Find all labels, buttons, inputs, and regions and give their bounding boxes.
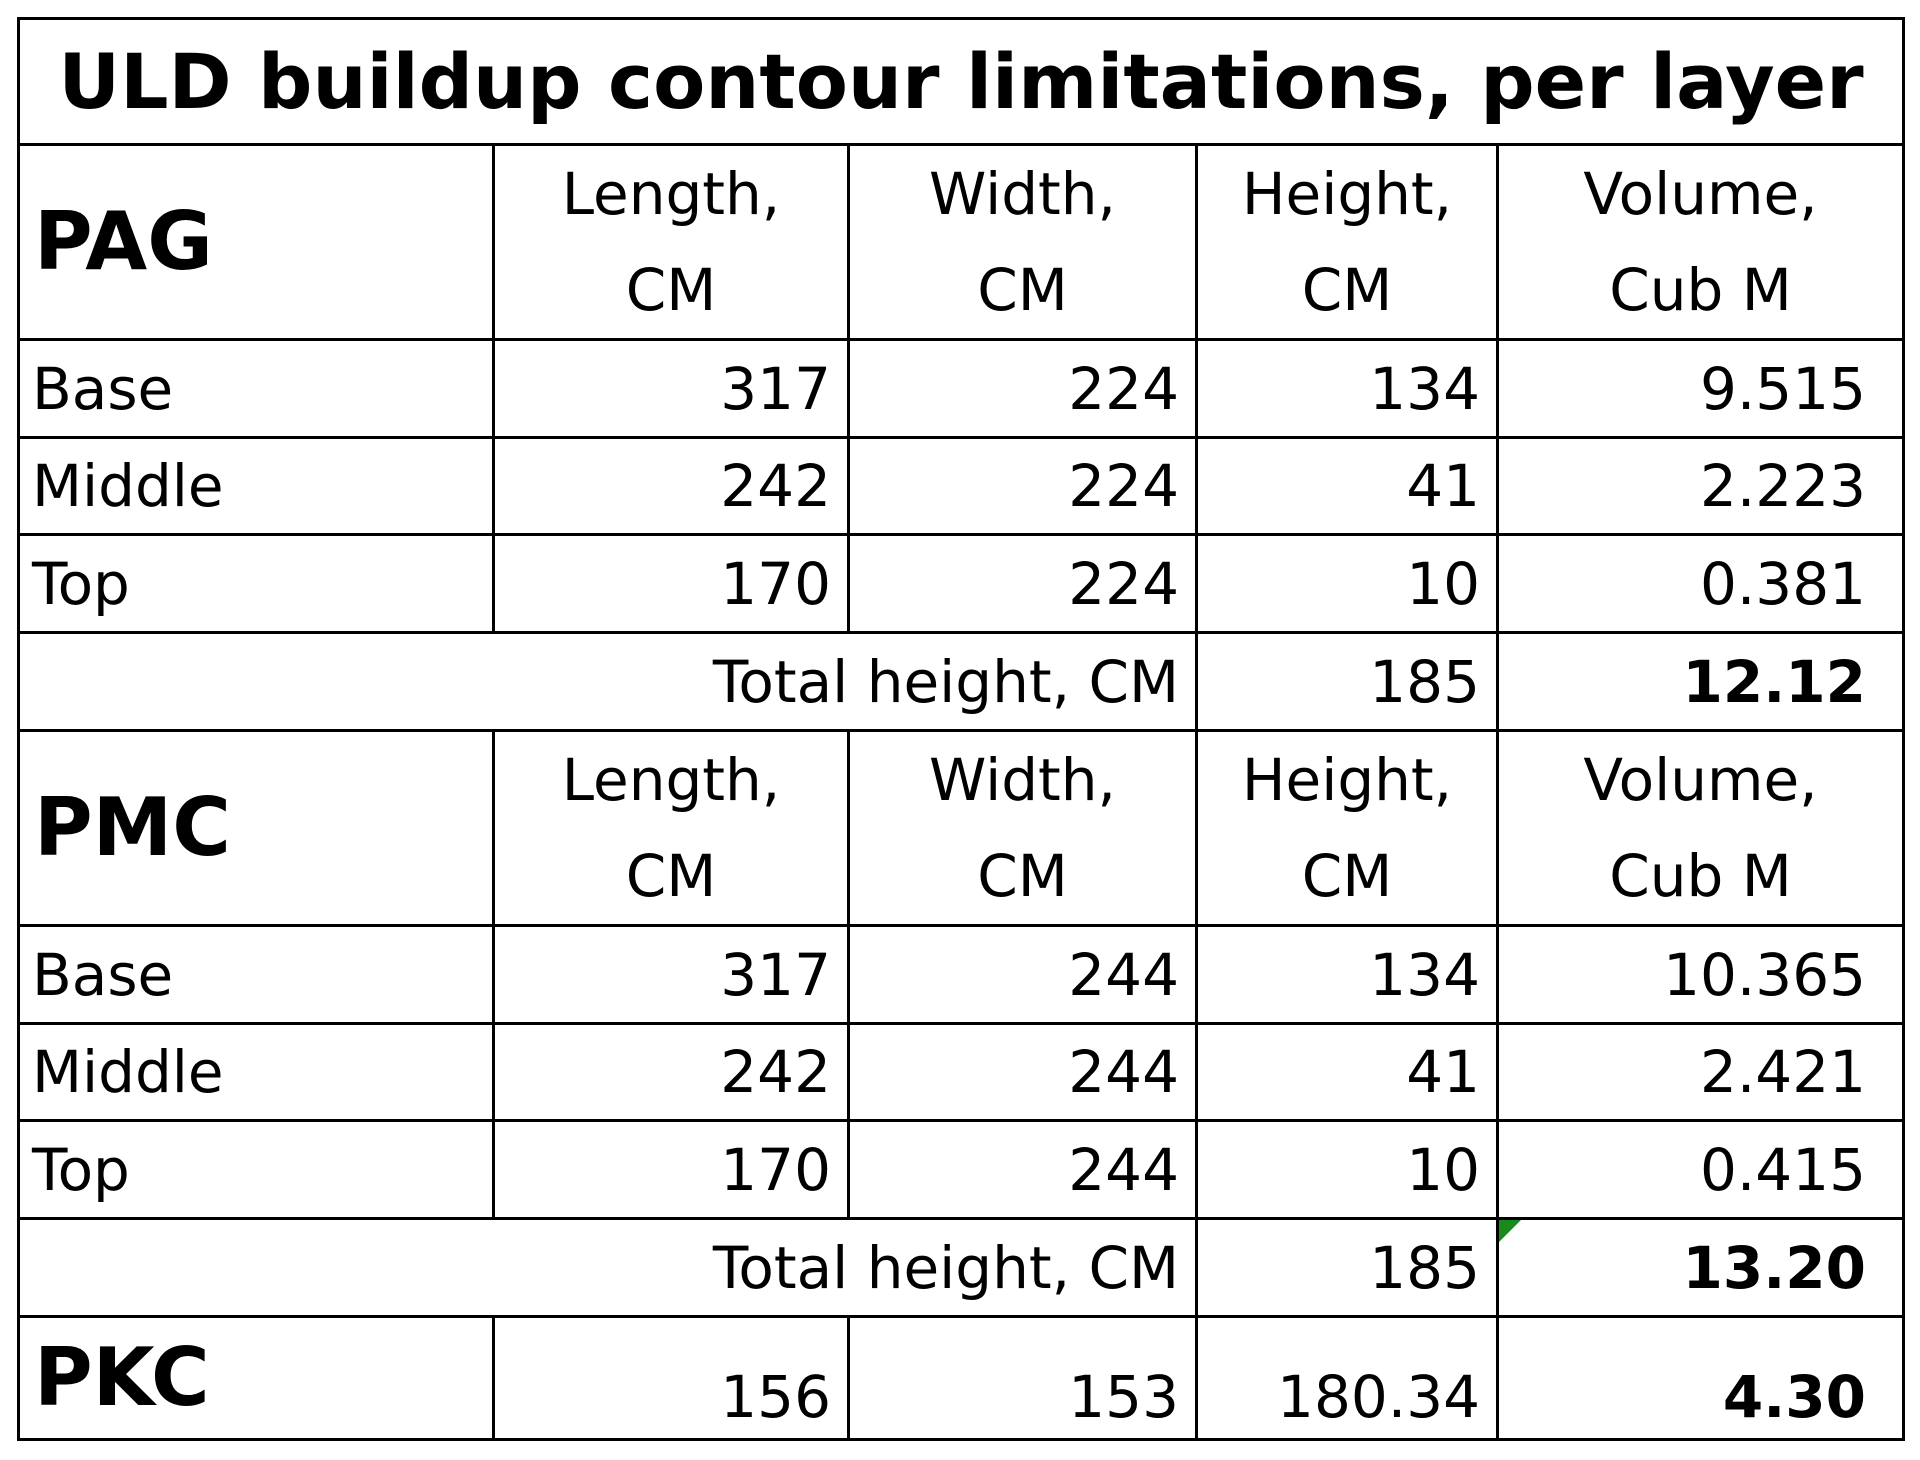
total-height: 185: [1195, 631, 1499, 732]
layer-name: Top: [17, 1119, 495, 1220]
cell-value: 244: [847, 1119, 1198, 1220]
total-volume: 13.20: [1495, 1217, 1906, 1318]
section-name: PKC: [17, 1315, 495, 1441]
data-row: Base 317 244 134 10.365: [17, 924, 1906, 1025]
cell-value: 41: [1195, 1022, 1499, 1122]
data-row: Top 170 244 10 0.415: [17, 1119, 1906, 1220]
cell-value: 242: [492, 436, 850, 536]
total-label: Total height, CM: [17, 1217, 1198, 1318]
title-row: ULD buildup contour limitations, per lay…: [16, 17, 1906, 146]
data-row: Top 170 224 10 0.381: [17, 533, 1906, 634]
column-header: Width, CM: [847, 729, 1198, 927]
layer-name: Middle: [17, 436, 495, 536]
cell-value: 134: [1195, 924, 1499, 1025]
data-row: Middle 242 224 41 2.223: [17, 436, 1906, 536]
total-height: 185: [1195, 1217, 1499, 1318]
cell-value: 224: [847, 436, 1198, 536]
section-name: PMC: [17, 729, 495, 927]
cell-value: 242: [492, 1022, 850, 1122]
column-header: Height, CM: [1195, 143, 1499, 341]
section-header-row: PAG Length, CM Width, CM Height, CM Volume, …: [17, 143, 1906, 341]
cell-value: 170: [492, 1119, 850, 1220]
section-name: PAG: [17, 143, 495, 341]
cell-value: 180.34: [1195, 1315, 1499, 1441]
cell-value: 224: [847, 338, 1198, 439]
cell-value: 2.223: [1495, 436, 1906, 536]
layer-name: Base: [17, 338, 495, 439]
cell-value: 0.415: [1495, 1119, 1906, 1220]
total-volume: 12.12: [1495, 631, 1906, 732]
pkc-row: PKC 156 153 180.34 4.30: [17, 1315, 1906, 1441]
cell-value: 41: [1195, 436, 1499, 536]
column-header: Width, CM: [847, 143, 1198, 341]
data-row: Base 317 224 134 9.515: [17, 338, 1906, 439]
cell-value: 2.421: [1495, 1022, 1906, 1122]
cell-value: 244: [847, 1022, 1198, 1122]
cell-value: 317: [492, 338, 850, 439]
layer-name: Top: [17, 533, 495, 634]
layer-name: Middle: [17, 1022, 495, 1122]
column-header: Length, CM: [492, 143, 850, 341]
cell-value: 10: [1195, 1119, 1499, 1220]
column-header: Volume, Cub M: [1495, 143, 1906, 341]
cell-value: 170: [492, 533, 850, 634]
cell-value: 244: [847, 924, 1198, 1025]
total-label: Total height, CM: [17, 631, 1198, 732]
cell-value: 317: [492, 924, 850, 1025]
column-header: Length, CM: [492, 729, 850, 927]
table-title: ULD buildup contour limitations, per lay…: [16, 17, 1906, 146]
cell-value: 9.515: [1495, 338, 1906, 439]
layer-name: Base: [17, 924, 495, 1025]
total-row: Total height, CM 185 12.12: [17, 631, 1906, 732]
cell-value: 10.365: [1495, 924, 1906, 1025]
cell-value: 0.381: [1495, 533, 1906, 634]
section-header-row: PMC Length, CM Width, CM Height, CM Volume, …: [17, 729, 1906, 927]
cell-value: 10: [1195, 533, 1499, 634]
data-row: Middle 242 244 41 2.421: [17, 1022, 1906, 1122]
cell-value: 153: [847, 1315, 1198, 1441]
contour-table: ULD buildup contour limitations, per lay…: [16, 17, 1906, 1441]
cell-value: 156: [492, 1315, 850, 1441]
cell-value: 4.30: [1495, 1315, 1906, 1441]
column-header: Height, CM: [1195, 729, 1499, 927]
total-row: Total height, CM 185 13.20: [17, 1217, 1906, 1318]
cell-value: 134: [1195, 338, 1499, 439]
table-body: ULD buildup contour limitations, per lay…: [16, 17, 1906, 1441]
cell-value: 224: [847, 533, 1198, 634]
column-header: Volume, Cub M: [1495, 729, 1906, 927]
